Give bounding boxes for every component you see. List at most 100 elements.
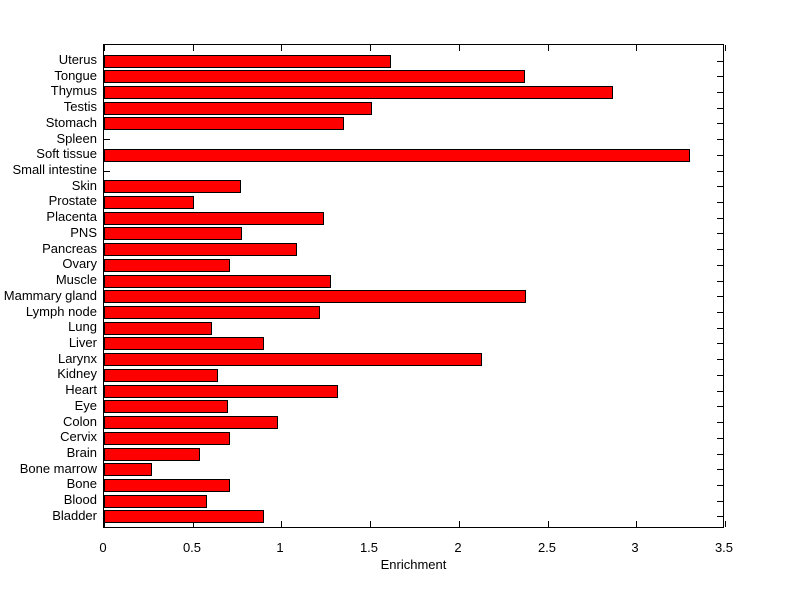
- x-tick-top: [370, 45, 371, 51]
- y-tick-right: [717, 453, 723, 455]
- y-tick-label: Lymph node: [25, 303, 97, 319]
- y-tick-right: [717, 469, 723, 471]
- bar: [104, 306, 320, 320]
- y-tick-right: [717, 107, 723, 109]
- x-tick-bottom: [725, 521, 726, 527]
- bar: [104, 368, 218, 382]
- y-tick-label: Lung: [68, 319, 97, 335]
- x-tick-label: 3: [631, 540, 639, 555]
- y-tick-right: [717, 217, 723, 219]
- y-tick-right: [717, 500, 723, 502]
- x-tick-label: 2.5: [537, 540, 557, 555]
- bar: [104, 180, 241, 194]
- y-tick-label: Colon: [63, 413, 97, 429]
- bar: [104, 227, 242, 241]
- bar: [104, 494, 207, 508]
- x-tick-bottom: [193, 521, 194, 527]
- y-tick-right: [717, 422, 723, 424]
- y-tick-right: [717, 154, 723, 156]
- y-tick-label: Cervix: [60, 429, 97, 445]
- y-tick-right: [717, 76, 723, 78]
- y-tick-right: [717, 186, 723, 188]
- y-tick-right: [717, 516, 723, 518]
- y-tick-label: Soft tissue: [36, 146, 97, 162]
- x-tick-bottom: [548, 521, 549, 527]
- y-tick-label: Bone marrow: [19, 460, 97, 476]
- bar: [104, 117, 344, 131]
- bar: [104, 243, 297, 257]
- y-tick-right: [717, 327, 723, 329]
- x-tick-top: [104, 45, 105, 51]
- bar: [104, 463, 152, 477]
- y-tick-label: Tongue: [54, 67, 97, 83]
- y-tick-label: Muscle: [55, 272, 97, 288]
- x-axis-title: Enrichment: [380, 557, 447, 572]
- y-tick-right: [717, 437, 723, 439]
- y-tick-label: Bladder: [52, 507, 97, 523]
- y-tick-label: Small intestine: [12, 162, 97, 178]
- bar: [104, 416, 278, 430]
- y-tick-right: [717, 312, 723, 314]
- y-tick-label: Prostate: [48, 193, 97, 209]
- bar: [104, 384, 338, 398]
- y-tick-label: Brain: [66, 445, 97, 460]
- y-tick-label: Blood: [63, 492, 97, 508]
- bar: [104, 54, 391, 68]
- x-tick-top: [548, 45, 549, 51]
- y-tick-right: [717, 359, 723, 361]
- x-tick-top: [281, 45, 282, 51]
- y-tick-right: [717, 374, 723, 376]
- bar: [104, 400, 228, 414]
- y-tick-right: [717, 280, 723, 282]
- y-tick-label: Testis: [63, 99, 97, 115]
- y-tick-label: Stomach: [45, 114, 97, 130]
- y-tick-right: [717, 233, 723, 235]
- x-tick-top: [636, 45, 637, 51]
- x-tick-bottom: [104, 521, 105, 527]
- y-tick-right: [717, 264, 723, 266]
- bar: [104, 431, 230, 445]
- y-tick-label: Liver: [68, 334, 97, 350]
- y-tick-right: [717, 296, 723, 298]
- y-tick-label: Eye: [74, 397, 97, 413]
- bar: [104, 510, 264, 524]
- x-tick-bottom: [459, 521, 460, 527]
- y-tick-right: [717, 91, 723, 93]
- bar: [104, 211, 324, 225]
- bar: [104, 70, 525, 84]
- y-tick-right: [717, 484, 723, 486]
- bar: [104, 195, 194, 209]
- y-tick-right: [717, 139, 723, 141]
- x-tick-top: [193, 45, 194, 51]
- y-tick-label: Ovary: [62, 256, 97, 272]
- y-tick-label: Pancreas: [42, 240, 97, 256]
- y-tick-label: Uterus: [58, 52, 97, 67]
- y-tick-right: [717, 343, 723, 345]
- bar: [104, 337, 264, 351]
- plot-area: [103, 44, 726, 528]
- x-tick-label: 3.5: [714, 540, 734, 555]
- x-tick-label: 1: [276, 540, 284, 555]
- x-tick-bottom: [370, 521, 371, 527]
- x-tick-bottom: [281, 521, 282, 527]
- bar: [104, 321, 212, 335]
- x-tick-label: 0: [99, 540, 107, 555]
- y-tick-left: [104, 139, 110, 141]
- y-tick-right: [717, 406, 723, 408]
- y-tick-right: [717, 249, 723, 251]
- bar: [104, 447, 200, 461]
- x-tick-top: [459, 45, 460, 51]
- bar: [104, 290, 526, 304]
- x-tick-label: 0.5: [182, 540, 202, 555]
- bar: [104, 478, 230, 492]
- y-tick-label: Mammary gland: [3, 287, 97, 303]
- y-tick-right: [717, 390, 723, 392]
- y-tick-label: Kidney: [57, 366, 97, 382]
- y-tick-label: PNS: [70, 224, 97, 240]
- y-tick-right: [717, 60, 723, 62]
- y-tick-label: Larynx: [57, 350, 97, 366]
- y-tick-right: [717, 170, 723, 172]
- bar: [104, 258, 230, 272]
- y-tick-label: Bone: [66, 476, 97, 492]
